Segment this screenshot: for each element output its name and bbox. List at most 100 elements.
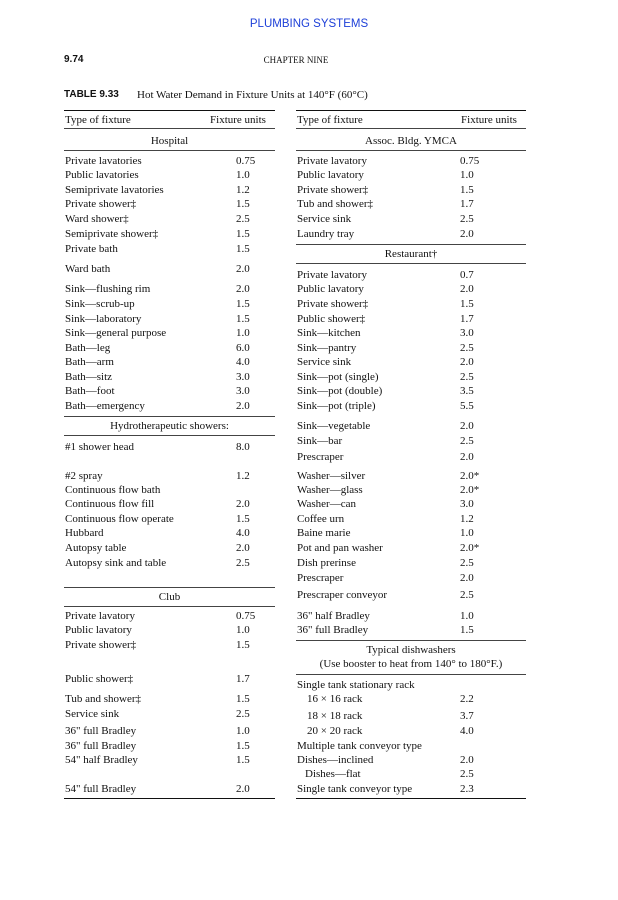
column-header: Type of fixture [297,114,363,126]
fixture-name: Continuous flow fill [65,498,155,510]
fixture-units: 1.5 [236,243,250,255]
table-rule [296,640,526,641]
fixture-units: 1.0 [236,169,250,181]
fixture-name: #1 shower head [65,441,135,453]
fixture-units: 0.75 [236,155,256,167]
fixture-name: 54" full Bradley [65,783,137,795]
fixture-name: Semiprivate shower‡ [65,228,159,240]
fixture-name: Dishes—inclined [297,754,374,766]
fixture-name: Private shower‡ [297,184,369,196]
fixture-name: Bath—leg [65,342,111,354]
table-rule [296,150,526,151]
chapter: CHAPTER NINE [263,55,329,65]
fixture-units: 3.0 [460,327,474,339]
fixture-units: 2.0 [460,420,474,432]
fixture-name: 36" full Bradley [297,624,369,636]
fixture-units: 0.75 [236,610,256,622]
section-heading: Hospital [150,135,189,147]
section-heading: Typical dishwashers [366,644,456,656]
fixture-name: Dishes—flat [305,768,361,780]
fixture-units: 2.0* [460,542,480,554]
fixture-name: Service sink [297,213,352,225]
fixture-name: Prescraper conveyor [297,589,388,601]
fixture-units: 2.3 [460,783,474,795]
fixture-units: 1.5 [236,513,250,525]
fixture-units: 4.0 [236,527,250,539]
fixture-units: 0.75 [460,155,480,167]
table-rule [296,263,526,264]
fixture-units: 2.5 [460,589,474,601]
fixture-name: Baine marie [297,527,351,539]
fixture-units: 1.0 [460,169,474,181]
fixture-name: 36" full Bradley [65,740,137,752]
fixture-units: 2.5 [236,557,250,569]
table-rule [296,128,526,129]
fixture-units: 2.0 [460,754,474,766]
fixture-name: Sink—bar [297,435,343,447]
fixture-units: 2.0 [460,356,474,368]
table-rule [296,110,526,111]
fixture-name: Public lavatories [65,169,139,181]
fixture-units: 2.0 [236,263,250,275]
fixture-name: 36" half Bradley [297,610,370,622]
fixture-name: 54" half Bradley [65,754,138,766]
fixture-name: Public shower‡ [65,673,134,685]
table-rule [64,128,275,129]
fixture-units: 1.0 [460,610,474,622]
table-rule [64,606,275,607]
fixture-name: Sink—flushing rim [65,283,151,295]
table-rule [64,150,275,151]
fixture-name: 36" full Bradley [65,725,137,737]
fixture-units: 1.0 [236,725,250,737]
fixture-units: 1.0 [236,327,250,339]
fixture-units: 2.2 [460,693,474,705]
fixture-name: Ward shower‡ [65,213,129,225]
table-label: TABLE 9.33 [64,89,119,100]
fixture-units: 2.5 [460,435,474,447]
fixture-units: 1.5 [460,298,474,310]
fixture-units: 3.0 [460,498,474,510]
fixture-units: 1.5 [236,639,250,651]
column-header: Type of fixture [65,114,131,126]
fixture-name: Bath—sitz [65,371,113,383]
fixture-name: Semiprivate lavatories [65,184,164,196]
fixture-name: Tub and shower‡ [297,198,373,210]
fixture-units: 5.5 [460,400,474,412]
fixture-name: Hubbard [65,527,104,539]
fixture-name: Sink—general purpose [65,327,167,339]
table-rule [64,587,275,588]
fixture-name: Prescraper [297,572,344,584]
fixture-units: 1.5 [236,693,250,705]
fixture-units: 1.5 [236,754,250,766]
section-heading: Restaurant† [384,248,438,260]
fixture-units: 1.5 [236,198,250,210]
section-heading: Assoc. Bldg. YMCA [365,135,457,147]
fixture-units: 2.0 [236,542,250,554]
fixture-name: Sink—pantry [297,342,357,354]
table-rule [64,435,275,436]
fixture-units: 4.0 [460,725,474,737]
fixture-units: 2.0 [460,283,474,295]
fixture-name: Pot and pan washer [297,542,383,554]
fixture-name: Sink—pot (double) [297,385,383,397]
fixture-name: #2 spray [65,470,103,482]
fixture-name: 18 × 18 rack [307,710,363,722]
fixture-units: 4.0 [236,356,250,368]
fixture-name: Autopsy table [65,542,127,554]
fixture-name: Washer—glass [297,484,363,496]
table-rule [64,416,275,417]
fixture-units: 2.0* [460,470,480,482]
fixture-units: 1.5 [236,313,250,325]
fixture-units: 1.0 [460,527,474,539]
fixture-units: 1.2 [236,184,250,196]
fixture-name: Ward bath [65,263,111,275]
fixture-name: Washer—can [297,498,356,510]
fixture-units: 1.5 [236,228,250,240]
fixture-units: 2.5 [460,557,474,569]
table-caption: Hot Water Demand in Fixture Units at 140… [137,89,368,101]
fixture-units: 1.0 [236,624,250,636]
fixture-units: 2.0 [460,572,474,584]
section-heading: Club [158,591,181,603]
fixture-units: 2.0 [460,228,474,240]
